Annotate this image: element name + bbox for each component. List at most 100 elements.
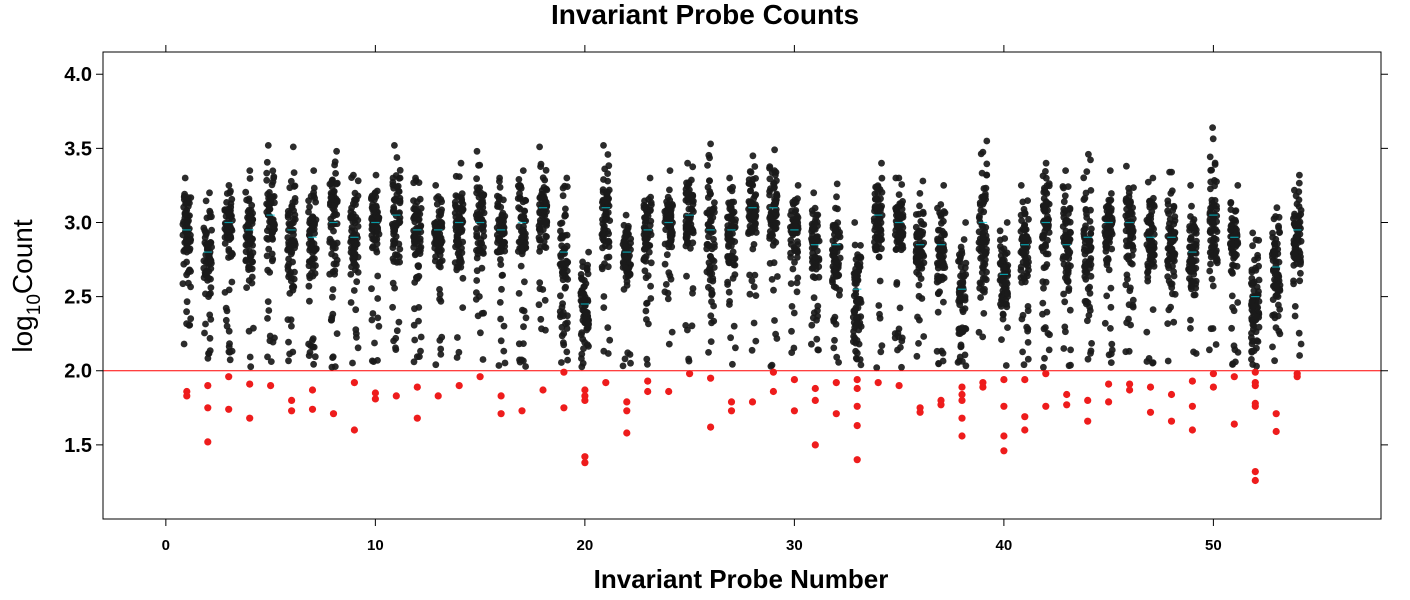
data-point [857,361,865,369]
data-point [1144,277,1152,285]
data-point [1086,289,1094,297]
x-axis: 0 10 20 30 40 50 [162,45,1222,554]
data-point [1067,346,1074,354]
data-point [499,271,506,279]
data-point [707,229,715,236]
data-point [663,198,670,206]
data-point [1168,168,1175,176]
data-point [752,175,759,182]
low-count-point [644,387,652,396]
data-point [999,310,1007,318]
data-point [794,238,801,246]
low-count-point [1084,417,1092,425]
data-point [1102,243,1110,250]
data-point [1191,224,1199,232]
data-point [647,282,654,290]
data-point [774,273,781,280]
data-point [1062,328,1069,336]
data-point [1248,334,1255,342]
data-point [501,359,509,367]
data-point [811,226,819,233]
data-point [708,245,716,253]
data-point [772,239,780,246]
low-count-point [958,383,966,391]
data-point [935,252,943,260]
data-point [393,327,401,335]
data-point [938,347,945,355]
data-point [1125,347,1133,355]
data-point [1084,355,1092,363]
data-point [916,190,924,197]
data-point [1272,213,1279,220]
data-point [432,361,440,369]
data-point [453,354,461,361]
data-point [1269,343,1276,351]
data-point [538,325,545,333]
data-point [583,326,590,334]
low-count-point [937,401,945,409]
data-point [1108,229,1115,236]
data-point [731,261,739,269]
low-count-point [476,373,484,381]
data-point [454,334,461,341]
data-point [645,320,652,328]
data-point [1164,257,1172,264]
low-count-point [769,387,778,396]
data-point [687,244,694,252]
low-count-point [853,402,861,410]
data-point [558,260,565,268]
data-point [747,187,754,195]
data-point [518,213,525,220]
data-point [1102,230,1110,237]
low-count-point [371,389,379,397]
data-point [480,209,488,217]
data-point [1024,254,1032,262]
data-point [707,140,714,148]
data-point [1019,272,1027,280]
data-point [227,234,235,242]
data-point [284,316,292,323]
data-point [223,190,231,197]
data-point [980,208,988,216]
data-point [852,339,859,347]
data-point [288,227,296,235]
data-point [1064,261,1072,269]
data-point [307,192,315,200]
data-point [961,351,969,359]
data-point [410,213,418,221]
data-point [794,195,801,203]
data-point [1228,292,1236,300]
data-point [682,322,690,329]
data-point [707,338,715,345]
data-point [898,181,906,188]
data-point [522,363,529,370]
data-point [1187,325,1194,332]
data-point [913,268,920,276]
data-point [410,233,418,241]
data-point [326,270,334,278]
data-point [1273,291,1281,299]
data-point [1252,328,1260,336]
data-point [1124,275,1131,283]
data-point [1187,254,1195,262]
data-point [437,263,444,271]
data-point [245,231,253,239]
data-point [1019,258,1027,266]
low-count-point [853,376,861,384]
data-point [1003,249,1011,257]
y-tick-label: 3.5 [64,138,92,160]
low-count-point [979,383,987,391]
low-count-point [1105,398,1113,406]
data-point [452,223,460,231]
data-point [1269,229,1276,237]
data-point [564,356,571,364]
data-point [1082,207,1090,214]
data-point [1295,254,1302,262]
data-point [1271,276,1278,284]
data-point [200,257,208,265]
chart-title: Invariant Probe Counts [551,0,859,30]
data-point [1192,241,1200,249]
data-point [682,190,690,198]
data-point [501,239,508,247]
data-point [600,304,608,311]
